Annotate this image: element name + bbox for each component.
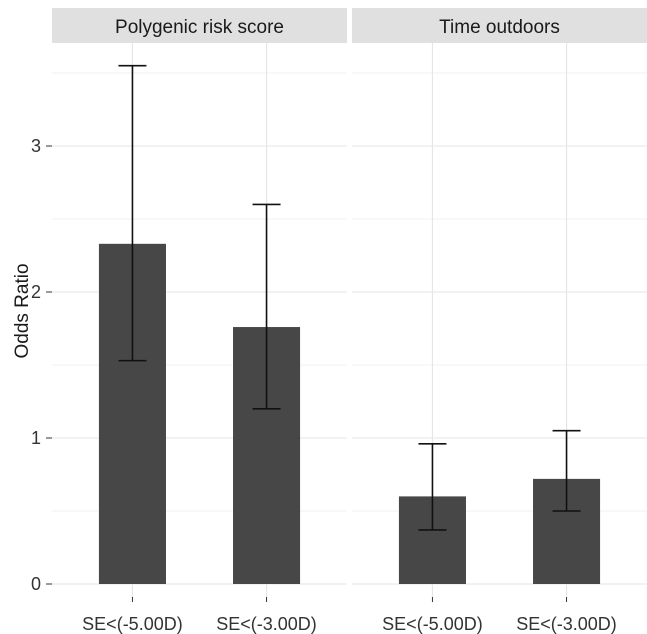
y-tick-label: 0: [31, 574, 41, 594]
y-axis-title: Odds Ratio: [12, 263, 33, 358]
error-bar: [552, 429, 581, 512]
x-tick-label: SE<(-5.00D): [82, 614, 183, 634]
facet-strip: [352, 8, 647, 43]
panel-background: [52, 43, 347, 597]
y-tick-label: 2: [31, 282, 41, 302]
facet-strip-title: Polygenic risk score: [115, 17, 284, 38]
x-tick-label: SE<(-3.00D): [516, 614, 617, 634]
y-tick-label: 3: [31, 136, 41, 156]
panel-background: [352, 43, 647, 597]
x-tick-label: SE<(-5.00D): [382, 614, 483, 634]
facet-panel: Polygenic risk score SE<(-5.00D) SE<(-3.00…: [52, 8, 347, 634]
facet-strip-title: Time outdoors: [439, 17, 560, 38]
y-axis: 0 1 2 3: [31, 136, 52, 594]
facet-panel: Time outdoors SE<(-5.00D) SE<(-3.00D): [352, 8, 647, 634]
y-tick-label: 1: [31, 428, 41, 448]
error-bar: [252, 203, 281, 410]
panels: 0 1 2 3 Polygenic risk score SE<(-5.00D) SE<(-…: [31, 8, 647, 634]
error-bar: [118, 64, 147, 362]
error-bar: [418, 443, 447, 531]
facet-strip: [52, 8, 347, 43]
x-tick-label: SE<(-3.00D): [216, 614, 317, 634]
